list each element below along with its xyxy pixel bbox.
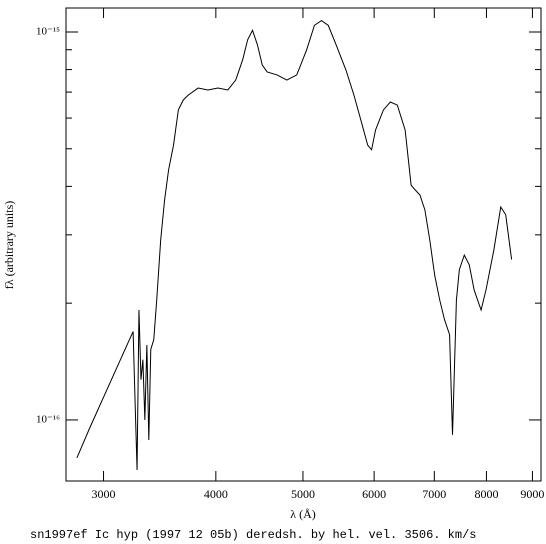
x-tick-label: 4000 [204, 487, 228, 501]
x-tick-label: 9000 [520, 487, 544, 501]
x-tick-label: 5000 [291, 487, 315, 501]
y-tick-label: 10⁻¹⁵ [36, 26, 60, 38]
x-tick-label: 6000 [362, 487, 386, 501]
y-axis-label: fλ (arbitrary units) [2, 201, 16, 289]
plot-frame [65, 7, 542, 482]
x-axis-label: λ (Å) [290, 507, 315, 521]
spectrum-line [76, 19, 513, 471]
y-tick-label: 10⁻¹⁶ [36, 413, 60, 425]
caption: sn1997ef Ic hyp (1997 12 05b) deredsh. b… [30, 528, 476, 542]
x-tick-label: 3000 [92, 487, 116, 501]
x-tick-label: 7000 [422, 487, 446, 501]
x-tick-label: 8000 [474, 487, 498, 501]
